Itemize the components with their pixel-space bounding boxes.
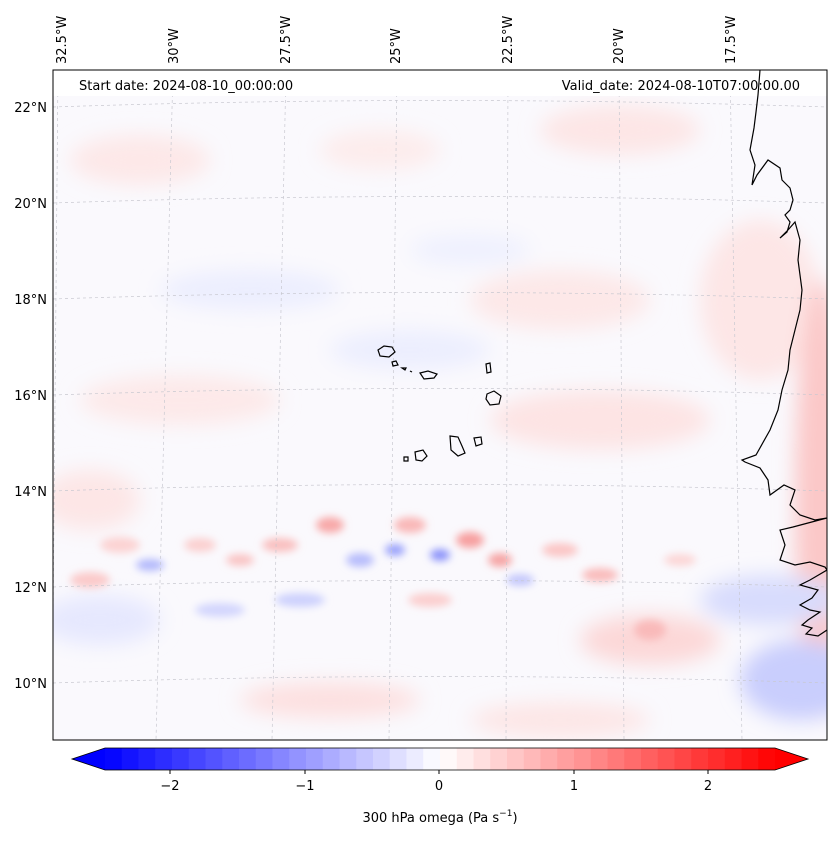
colorbar-segment (121, 748, 140, 770)
colorbar-segment (674, 748, 692, 770)
colorbar-segment (590, 748, 609, 770)
colorbar-segment (708, 748, 726, 770)
colorbar-tick-label: −1 (295, 779, 314, 794)
colorbar-segment (105, 748, 123, 770)
colorbar-segment (272, 748, 290, 770)
colorbar-segment (758, 748, 776, 770)
colorbar-segment (473, 748, 491, 770)
colorbar-min-extension (72, 748, 105, 770)
colorbar-tick-label: 2 (704, 779, 712, 794)
colorbar-segment (607, 748, 625, 770)
map-frame (52, 69, 828, 741)
african-coastline (740, 70, 827, 637)
colorbar-segment (724, 748, 743, 770)
colorbar (70, 747, 810, 771)
colorbar-tick-label: −2 (160, 779, 179, 794)
colorbar-segment (523, 748, 542, 770)
colorbar-segment (322, 748, 341, 770)
lat-label: 22°N (14, 101, 47, 116)
lon-label: 27.5°W (279, 16, 294, 64)
lat-label: 16°N (14, 389, 47, 404)
colorbar-segment (172, 748, 190, 770)
colorbar-segment (440, 748, 458, 770)
colorbar-segment (641, 748, 659, 770)
colorbar-segment (222, 748, 240, 770)
colorbar-segment (138, 748, 156, 770)
lon-label: 17.5°W (724, 16, 739, 64)
colorbar-segment (306, 748, 324, 770)
colorbar-segment (188, 748, 207, 770)
colorbar-segment (205, 748, 223, 770)
lon-label: 20°W (612, 28, 627, 64)
lat-label: 14°N (14, 485, 47, 500)
colorbar-tick-label: 0 (435, 779, 443, 794)
lat-label: 20°N (14, 197, 47, 212)
colorbar-segment (456, 748, 475, 770)
latitude-labels: 22°N 20°N 18°N 16°N 14°N 12°N 10°N (14, 101, 47, 692)
colorbar-outline (70, 747, 810, 771)
omega-field (53, 70, 827, 740)
colorbar-segment (741, 748, 759, 770)
lat-label: 10°N (14, 677, 47, 692)
colorbar-segment (239, 748, 257, 770)
graticule (53, 70, 827, 740)
lon-label: 25°W (389, 28, 404, 64)
colorbar-segment (624, 748, 642, 770)
longitude-labels: 32.5°W 30°W 27.5°W 25°W 22.5°W 20°W 17.5… (55, 16, 739, 64)
colorbar-segment (255, 748, 274, 770)
colorbar-segment (289, 748, 307, 770)
lat-label: 12°N (14, 581, 47, 596)
colorbar-segment (406, 748, 424, 770)
colorbar-segment (507, 748, 525, 770)
colorbar-segment (691, 748, 709, 770)
colorbar-segment (557, 748, 575, 770)
colorbar-segment (155, 748, 173, 770)
cabo-verde-islands (377, 345, 502, 462)
colorbar-tick-label: 1 (570, 779, 578, 794)
colorbar-label: 300 hPa omega (Pa s−1) (362, 809, 517, 826)
colorbar-segment (423, 748, 441, 770)
lat-label: 18°N (14, 293, 47, 308)
colorbar-segment (339, 748, 357, 770)
colorbar-segment (373, 748, 391, 770)
lon-label: 22.5°W (501, 16, 516, 64)
start-date-label: Start date: 2024-08-10_00:00:00 (79, 79, 293, 94)
colorbar-ticks: −2 −1 0 1 2 (160, 770, 712, 794)
colorbar-segment (490, 748, 508, 770)
colorbar-segment (356, 748, 374, 770)
colorbar-segment (574, 748, 592, 770)
colorbar-max-extension (775, 748, 808, 770)
lon-label: 30°W (167, 28, 182, 64)
colorbar-segment (657, 748, 676, 770)
colorbar-segment (389, 748, 408, 770)
valid-date-label: Valid_date: 2024-08-10T07:00:00.00 (562, 79, 800, 94)
lon-label: 32.5°W (55, 16, 70, 64)
colorbar-segment (540, 748, 558, 770)
